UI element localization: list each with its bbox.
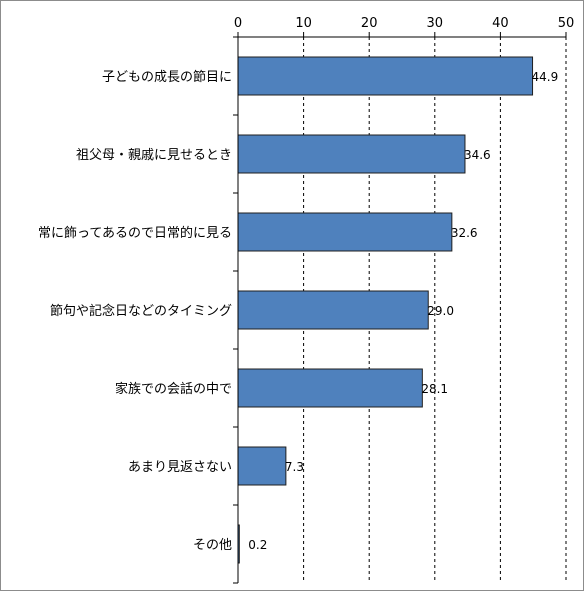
data-label: 7.3 [285,460,304,474]
data-label: 44.9 [532,70,559,84]
axes [233,32,567,584]
data-label: 28.1 [421,382,448,396]
category-label: 祖父母・親戚に見せるとき [76,148,232,163]
x-tick-label: 40 [492,16,509,31]
data-label: 32.6 [451,226,478,240]
bar [237,290,429,330]
data-label: 29.0 [427,304,454,318]
x-tick-label: 30 [427,16,444,31]
category-label: 家族での会話の中で [115,381,232,397]
data-label: 0.2 [248,538,267,552]
x-tick-label: 20 [361,16,378,31]
bar [237,56,534,96]
category-label: 子どもの成長の節目に [102,70,232,85]
x-tick-label: 50 [558,16,575,31]
bar [237,212,453,252]
category-label: 節句や記念日などのタイミング [50,303,232,319]
bar [237,134,466,174]
category-label: 常に飾ってあるので日常的に見る [38,225,232,241]
labels: 0 10 20 30 40 50 子どもの成長の節目に 44.9 祖父母・親戚に見せるとき 34.… [38,16,574,553]
bar [237,368,423,408]
data-label: 34.6 [464,148,491,162]
x-tick-label: 0 [234,16,242,31]
category-label: あまり見返さない [128,460,232,475]
bar [237,446,287,486]
bars [237,56,534,564]
x-tick-label: 10 [295,16,312,31]
category-label: その他 [193,538,232,553]
